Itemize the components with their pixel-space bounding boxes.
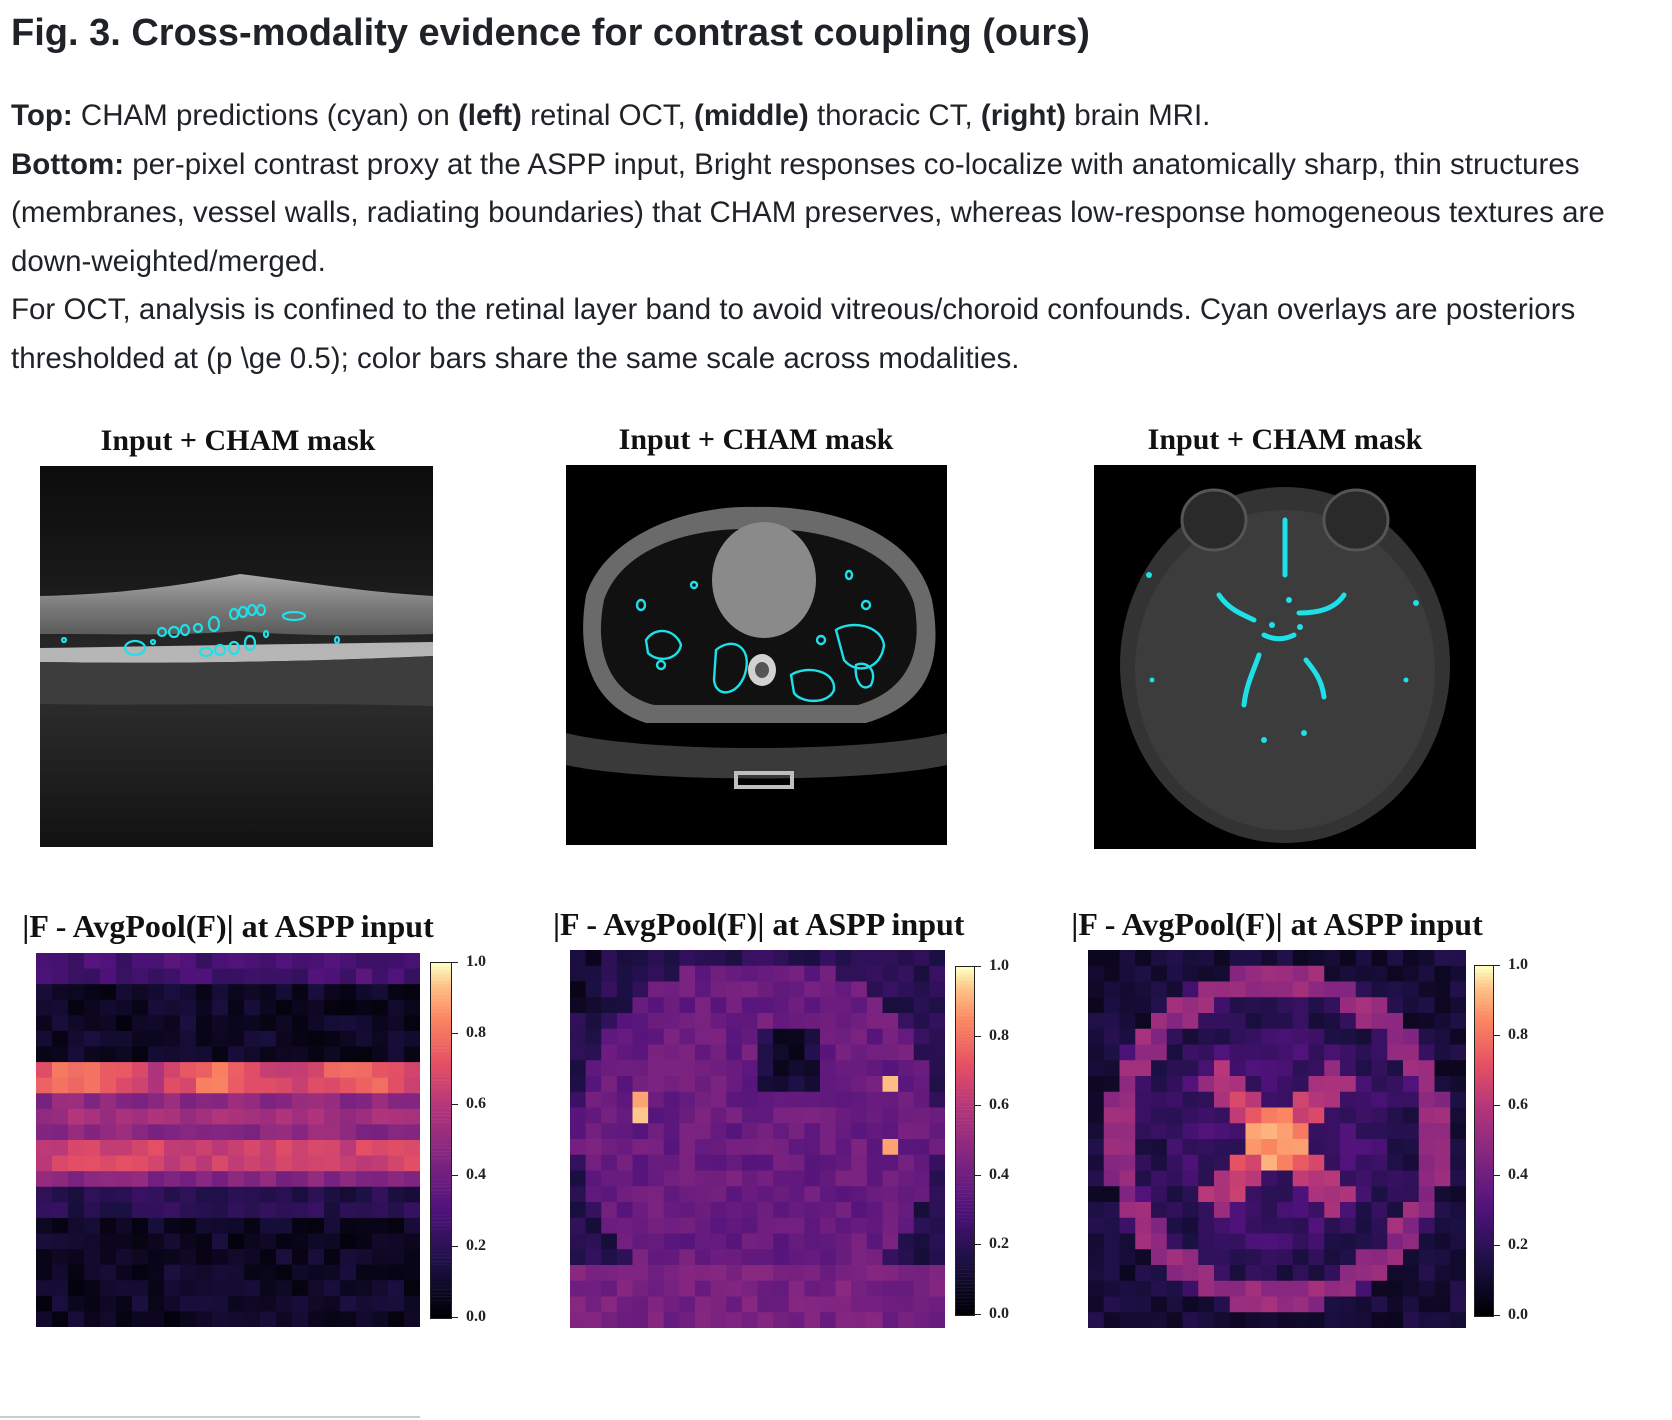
heatmap-mri [1088,950,1466,1328]
mri-image-with-mask [1094,465,1476,849]
colorbar-tick-mark [452,1175,458,1176]
caption-text: thoracic CT, [808,99,981,132]
colorbar-ct [955,966,975,1316]
heatmap-title-mri: |F - AvgPool(F)| at ASPP input [1071,906,1483,942]
figure-title: Fig. 3. Cross-modality evidence for cont… [11,12,1090,54]
colorbar-tick-mark [975,1174,981,1176]
colorbar-tick-mark [452,1104,458,1105]
colorbar-tick-mark [1494,1105,1500,1106]
colorbar-tick-label: 0.6 [989,1096,1009,1114]
divider [0,1416,420,1418]
panel-title-oct: Input + CHAM mask [100,424,376,457]
colorbar-tick-label: 0.8 [989,1026,1009,1044]
caption-text: brain MRI. [1066,99,1211,132]
caption-text: (left) [457,99,522,132]
caption-lead: Bottom: [11,147,125,181]
caption-text: retinal OCT, [521,99,695,132]
colorbar-tick-mark [975,1244,981,1246]
heatmap-title-oct: |F - AvgPool(F)| at ASPP input [22,908,434,944]
heatmap-oct [36,953,420,1327]
colorbar-tick-mark [1494,965,1500,966]
caption-line-bottom: Bottom: per-pixel contrast proxy at the … [11,141,1651,287]
colorbar-tick-mark [1494,1175,1500,1176]
colorbar-oct [430,962,452,1319]
caption-line-note: For OCT, analysis is confined to the ret… [11,286,1651,383]
colorbar-tick-label: 0.0 [466,1308,486,1325]
colorbar-tick-label: 1.0 [1508,956,1528,973]
colorbar-tick-mark [975,1035,981,1037]
caption-text: (middle) [694,99,809,132]
panel-title-ct: Input + CHAM mask [618,423,894,456]
caption-line-top: Top: CHAM predictions (cyan) on (left) r… [11,92,1651,141]
colorbar-tick-mark [975,1314,981,1315]
panel-title-mri: Input + CHAM mask [1147,423,1423,456]
colorbar-mri [1474,965,1494,1317]
figure-caption: Top: CHAM predictions (cyan) on (left) r… [11,92,1651,383]
heatmap-ct [570,950,945,1328]
colorbar-tick-label: 0.2 [466,1237,486,1254]
colorbar-tick-mark [452,962,458,963]
colorbar-tick-label: 0.4 [989,1165,1009,1183]
colorbar-tick-mark [975,1105,981,1107]
caption-text: (right) [980,99,1067,132]
ct-image-with-mask [566,465,947,845]
colorbar-tick-mark [452,1317,458,1318]
caption-text: For OCT, analysis is confined to the ret… [11,293,1576,375]
colorbar-tick-label: 1.0 [989,957,1009,974]
colorbar-tick-label: 0.6 [1508,1096,1528,1113]
colorbar-tick-label: 0.6 [466,1095,486,1112]
caption-text: per-pixel contrast proxy at the ASPP inp… [11,147,1605,278]
heatmap-title-ct: |F - AvgPool(F)| at ASPP input [553,906,965,942]
colorbar-tick-mark [1494,1315,1500,1316]
colorbar-tick-label: 0.0 [989,1305,1009,1322]
colorbar-tick-mark [452,1033,458,1034]
colorbar-tick-mark [1494,1245,1500,1246]
oct-image-with-mask [40,466,433,847]
colorbar-tick-label: 1.0 [466,953,486,970]
caption-lead: Top: [11,99,73,132]
caption-text: CHAM predictions (cyan) on [72,99,458,132]
colorbar-tick-label: 0.4 [466,1166,486,1183]
colorbar-tick-label: 0.8 [1508,1026,1528,1043]
colorbar-tick-label: 0.8 [466,1024,486,1041]
colorbar-tick-mark [1494,1035,1500,1036]
colorbar-tick-mark [452,1246,458,1247]
colorbar-tick-label: 0.0 [1508,1306,1528,1323]
colorbar-tick-label: 0.4 [1508,1166,1528,1183]
colorbar-tick-mark [975,966,981,967]
colorbar-tick-label: 0.2 [989,1235,1009,1253]
colorbar-tick-label: 0.2 [1508,1236,1528,1253]
